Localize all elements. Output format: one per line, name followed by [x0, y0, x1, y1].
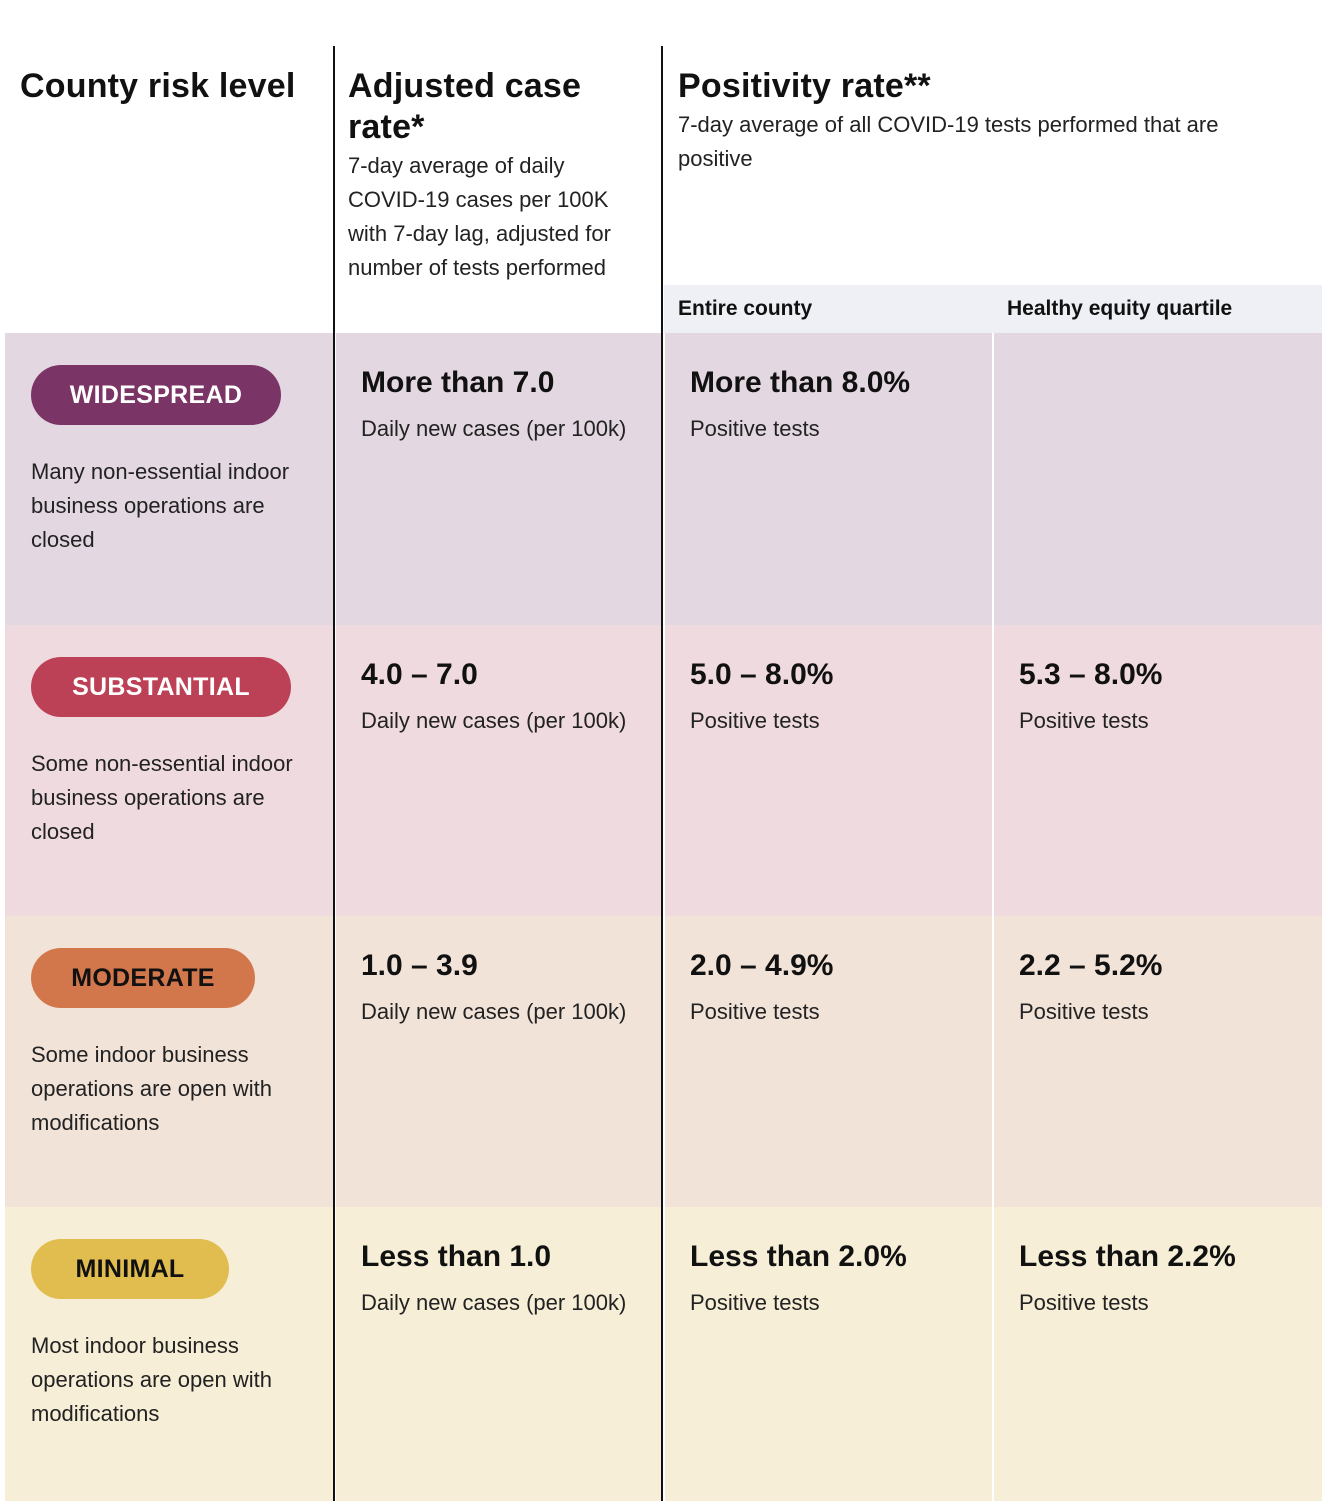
col3-title: Positivity rate** [678, 67, 931, 105]
tier-badge: MODERATE [31, 948, 255, 1008]
equity-rate-cell [994, 1207, 1322, 1501]
equity-rate-unit: Positive tests [1019, 999, 1149, 1024]
tier-badge: MINIMAL [31, 1239, 229, 1299]
case-rate-cell [336, 333, 663, 625]
case-rate-value: More than 7.0 [361, 366, 555, 399]
county-rate-value: 2.0 – 4.9% [690, 949, 834, 982]
equity-rate-value: Less than 2.2% [1019, 1240, 1236, 1273]
subheader-equity-quartile: Healthy equity quartile [1007, 297, 1233, 320]
case-rate-value: 4.0 – 7.0 [361, 658, 478, 691]
county-rate-unit: Positive tests [690, 1290, 820, 1315]
equity-rate-unit: Positive tests [1019, 708, 1149, 733]
case-rate-cell [336, 625, 663, 916]
county-rate-unit: Positive tests [690, 416, 820, 441]
case-rate-value: 1.0 – 3.9 [361, 949, 478, 982]
col2-description: 7-day average of daily COVID-19 cases pe… [348, 153, 611, 280]
case-rate-unit: Daily new cases (per 100k) [361, 999, 627, 1024]
table-row: WIDESPREAD Many non-essential indoor bus… [5, 333, 1322, 625]
equity-rate-cell [994, 916, 1322, 1207]
tier-description: Many non-essential indoor business opera… [31, 459, 290, 552]
table-row: MINIMAL Most indoor business operations … [5, 1207, 1322, 1501]
equity-rate-unit: Positive tests [1019, 1290, 1149, 1315]
column-divider [333, 46, 335, 1501]
case-rate-unit: Daily new cases (per 100k) [361, 1290, 627, 1315]
tier-description: Most indoor business operations are open… [31, 1333, 272, 1426]
county-rate-cell [665, 1207, 992, 1501]
county-rate-cell [665, 625, 992, 916]
tier-description: Some indoor business operations are open… [31, 1042, 272, 1135]
case-rate-cell [336, 916, 663, 1207]
case-rate-cell [336, 1207, 663, 1501]
case-rate-value: Less than 1.0 [361, 1240, 552, 1273]
col1-title: County risk level [20, 67, 296, 105]
equity-rate-value: 2.2 – 5.2% [1019, 949, 1163, 982]
subheader-background [664, 285, 1322, 333]
case-rate-unit: Daily new cases (per 100k) [361, 708, 627, 733]
tier-badge: SUBSTANTIAL [31, 657, 291, 717]
tier-description: Some non-essential indoor business opera… [31, 751, 293, 844]
county-rate-unit: Positive tests [690, 708, 820, 733]
table-row: MODERATE Some indoor business operations… [5, 916, 1322, 1207]
equity-rate-cell [994, 625, 1322, 916]
county-rate-cell [665, 333, 992, 625]
subheader-entire-county: Entire county [678, 297, 813, 320]
county-rate-value: Less than 2.0% [690, 1240, 907, 1273]
county-rate-value: 5.0 – 8.0% [690, 658, 834, 691]
tier-badge: WIDESPREAD [31, 365, 281, 425]
county-rate-cell [665, 916, 992, 1207]
col2-title: Adjusted case rate* [348, 67, 582, 146]
case-rate-unit: Daily new cases (per 100k) [361, 416, 627, 441]
column-divider [661, 46, 663, 1501]
col3-description: 7-day average of all COVID-19 tests perf… [678, 112, 1219, 171]
county-rate-value: More than 8.0% [690, 366, 911, 399]
county-rate-unit: Positive tests [690, 999, 820, 1024]
table-row: SUBSTANTIAL Some non-essential indoor bu… [5, 625, 1322, 916]
equity-rate-cell [994, 333, 1322, 625]
equity-rate-value: 5.3 – 8.0% [1019, 658, 1163, 691]
